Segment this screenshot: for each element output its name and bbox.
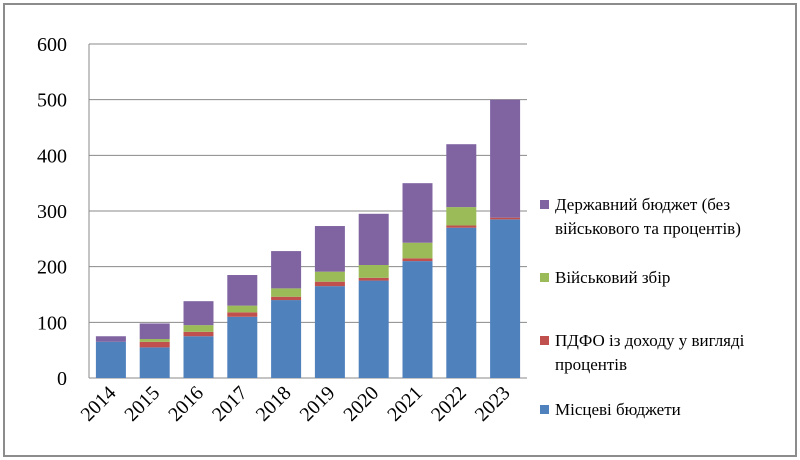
legend-swatch [540, 336, 549, 345]
legend-label: Місцеві бюджети [555, 400, 681, 419]
bar-segment [183, 301, 214, 326]
bar-segment [402, 261, 433, 378]
x-tick-label: 2014 [77, 382, 121, 426]
bar-segment [314, 281, 345, 287]
y-tick-label: 300 [37, 201, 67, 223]
bar-segment [271, 300, 302, 378]
x-tick-label: 2022 [427, 382, 471, 426]
legend-swatch [540, 405, 549, 414]
legend-label: ПДФО із доходу у вигляді [555, 331, 745, 350]
bar-segment [402, 183, 433, 243]
bar-segment [271, 296, 302, 301]
legend-label: військового та процентів) [555, 219, 741, 238]
bar-segment [490, 217, 521, 220]
bar-segment [446, 207, 477, 226]
bar-segment [314, 271, 345, 282]
bar-segment [358, 277, 389, 281]
bar-segment [446, 225, 477, 228]
bar-segment [139, 339, 170, 342]
x-tick-label: 2015 [120, 382, 164, 426]
x-tick-label: 2020 [339, 382, 383, 426]
bar-segment [358, 280, 389, 378]
legend-label: Військовий збір [555, 268, 670, 287]
y-tick-label: 500 [37, 90, 67, 112]
y-tick-label: 200 [37, 257, 67, 279]
bar-segment [314, 226, 345, 272]
y-tick-label: 400 [37, 145, 67, 167]
bar-segment [402, 258, 433, 262]
x-tick-label: 2016 [164, 382, 208, 426]
bar-segment [183, 331, 214, 337]
bar-segment [95, 341, 126, 378]
bar-segment [183, 336, 214, 378]
bar-segment [227, 305, 258, 313]
bar-segment [490, 99, 521, 218]
y-tick-label: 0 [57, 368, 67, 390]
x-tick-label: 2021 [383, 382, 427, 426]
bar-segment [314, 286, 345, 378]
y-tick-label: 100 [37, 312, 67, 334]
bar-segment [271, 251, 302, 289]
legend-swatch [540, 273, 549, 282]
bar-segment [95, 336, 126, 342]
y-tick-label: 600 [37, 34, 67, 56]
bar-segment [139, 341, 170, 348]
bar-segment [446, 227, 477, 378]
bar-segment [183, 325, 214, 332]
x-tick-label: 2018 [252, 382, 296, 426]
bar-segment [227, 316, 258, 378]
bar-segment [358, 213, 389, 265]
legend-swatch [540, 200, 549, 209]
x-tick-label: 2017 [208, 382, 252, 426]
bar-segment [227, 275, 258, 306]
bar-segment [402, 242, 433, 259]
x-tick-label: 2019 [296, 382, 340, 426]
bar-segment [446, 144, 477, 208]
bar-segment [227, 312, 258, 317]
bar-segment [271, 288, 302, 297]
bar-segment [490, 219, 521, 378]
chart-frame: 0 100 200 300 400 500 600 2014 2015 2016 2017 2018 2… [3, 3, 797, 457]
bar-segment [139, 347, 170, 378]
bar-segment [139, 323, 170, 340]
bar-segment [358, 264, 389, 278]
x-tick-label: 2023 [471, 382, 515, 426]
legend-label: процентів [555, 355, 627, 374]
legend-label: Державний бюджет (без [555, 195, 730, 214]
